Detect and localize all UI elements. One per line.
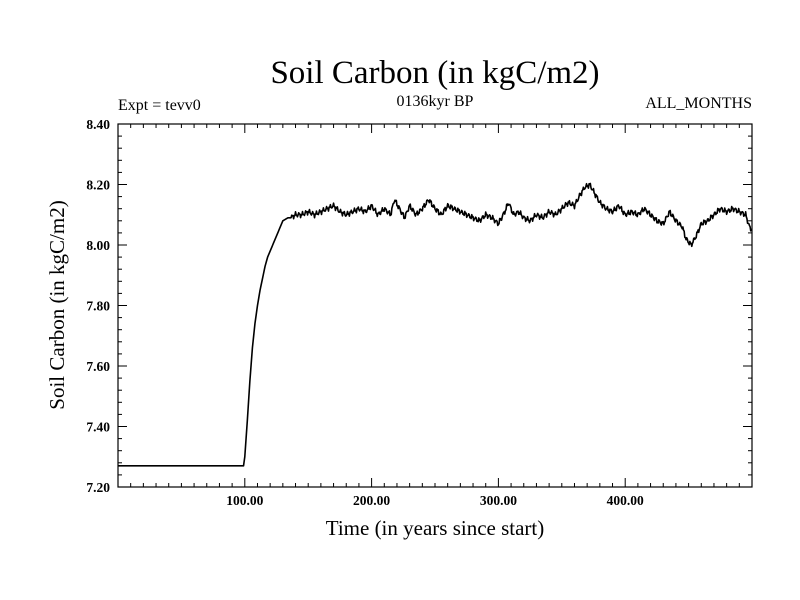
y-tick-label: 7.20: [86, 480, 110, 495]
soil-carbon-series-line: [117, 182, 753, 467]
y-tick-label: 7.80: [86, 299, 110, 314]
x-tick-label: 200.00: [353, 493, 390, 508]
axis-ticks: [118, 123, 752, 488]
y-tick-label: 7.60: [86, 359, 110, 374]
x-tick-labels: 100.00 200.00 300.00 400.00: [226, 493, 644, 508]
subtitle-months: ALL_MONTHS: [645, 95, 752, 112]
subtitle-experiment: Expt = tevv0: [118, 97, 201, 114]
subtitle-period: 0136kyr BP: [397, 93, 474, 110]
chart-title: Soil Carbon (in kgC/m2): [270, 55, 599, 91]
y-tick-label: 8.20: [86, 178, 110, 193]
y-tick-label: 7.40: [86, 420, 110, 435]
x-tick-label: 300.00: [480, 493, 517, 508]
y-tick-label: 8.00: [86, 238, 110, 253]
y-axis-label: Soil Carbon (in kgC/m2): [45, 200, 69, 409]
y-tick-labels: 7.20 7.40 7.60 7.80 8.00 8.20 8.40: [86, 117, 110, 495]
x-tick-label: 400.00: [607, 493, 644, 508]
y-tick-label: 8.40: [86, 117, 110, 132]
x-axis-label: Time (in years since start): [326, 516, 545, 540]
x-tick-label: 100.00: [226, 493, 263, 508]
plot-frame: [117, 123, 753, 488]
